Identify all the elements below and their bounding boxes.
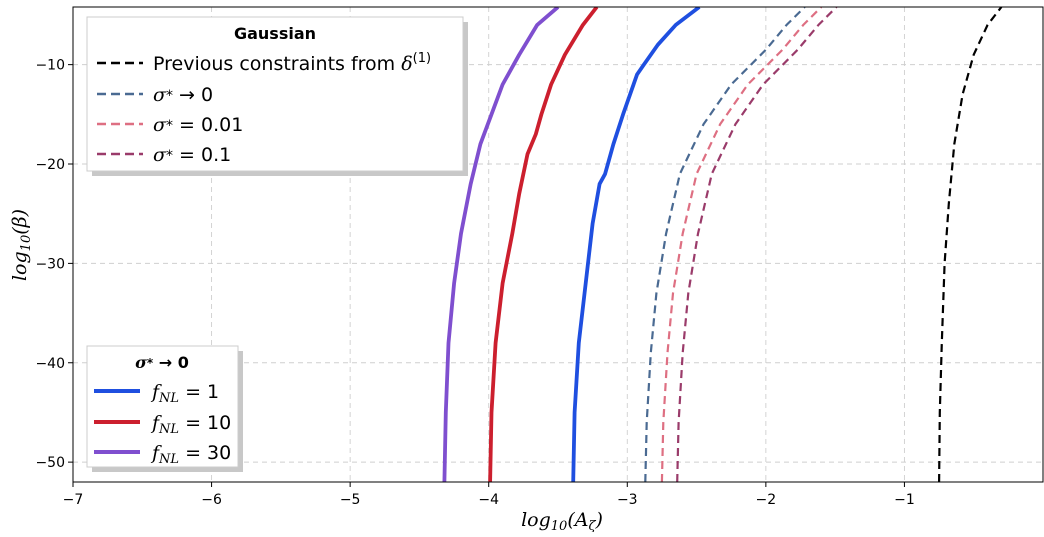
series-lines — [442, 7, 1003, 482]
series-line-1 — [644, 7, 806, 482]
x-axis-label: log10(Aζ) — [521, 509, 603, 532]
legend-entry-fnl-30: fNL = 30 — [150, 442, 231, 467]
legend-entry-sigma-0: σ* → 0 — [153, 84, 213, 106]
series-line-3 — [676, 7, 838, 482]
x-tick-label: −3 — [617, 492, 638, 508]
legend-entry-sigma-001: σ* = 0.01 — [153, 114, 243, 136]
legend-gaussian-title: Gaussian — [234, 24, 316, 43]
series-line-6 — [442, 7, 560, 482]
legend-entry-previous-constraints: Previous constraints from δ(1) — [153, 51, 431, 75]
legend-entry-sigma-01: σ* = 0.1 — [153, 144, 231, 166]
series-line-2 — [660, 7, 823, 482]
x-tick-label: −4 — [478, 492, 499, 508]
x-tick-label: −6 — [201, 492, 222, 508]
series-line-5 — [488, 7, 599, 482]
series-line-4 — [571, 7, 701, 482]
x-tick-label: −5 — [340, 492, 361, 508]
plot-frame — [72, 6, 1044, 483]
y-tick-label: −20 — [35, 157, 65, 173]
y-tick-label: −10 — [35, 58, 65, 74]
legend-entry-fnl-10: fNL = 10 — [150, 412, 231, 437]
legend-nongaussian-title: σ* → 0 — [135, 353, 189, 372]
legend-gaussian: Gaussian Previous constraints from δ(1) … — [86, 16, 468, 176]
legend-nongaussian: σ* → 0 fNL = 1 fNL = 10 fNL = 30 — [86, 345, 243, 472]
y-axis-label: log10(β) — [9, 209, 34, 281]
x-tick-label: −7 — [63, 492, 84, 508]
series-line-0 — [938, 7, 1003, 482]
x-tick-label: −1 — [894, 492, 915, 508]
y-tick-label: −40 — [35, 356, 65, 372]
x-tick-label: −2 — [756, 492, 777, 508]
y-tick-label: −30 — [35, 256, 65, 272]
axis-ticks: −7 −6 −5 −4 −3 −2 −1 −50 −40 −30 −20 −10 — [35, 58, 914, 508]
legend-entry-fnl-1: fNL = 1 — [150, 381, 219, 406]
y-tick-label: −50 — [35, 455, 65, 471]
